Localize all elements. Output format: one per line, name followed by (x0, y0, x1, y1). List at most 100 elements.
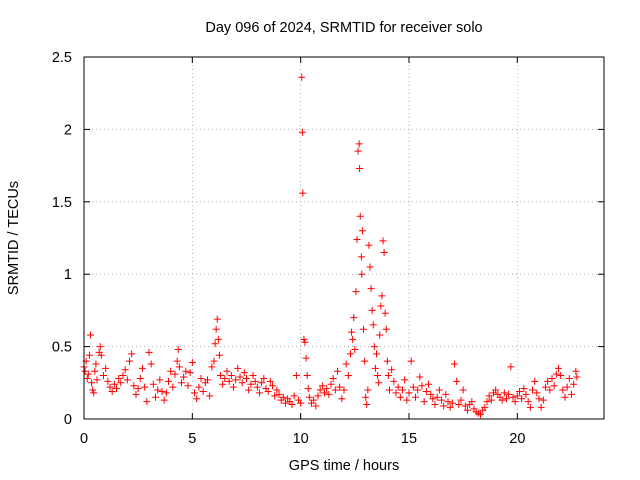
data-point (292, 372, 300, 380)
data-point (102, 364, 110, 372)
data-point (162, 389, 170, 397)
data-point (208, 363, 216, 371)
data-point (97, 351, 105, 359)
data-point (300, 335, 308, 343)
data-point (117, 379, 125, 387)
data-point (382, 325, 390, 333)
data-point (174, 345, 182, 353)
data-point (197, 374, 205, 382)
data-point (427, 390, 435, 398)
data-point (565, 374, 573, 382)
data-point (383, 357, 391, 365)
data-point (236, 373, 244, 381)
y-tick-label: 0 (64, 412, 72, 428)
data-point (561, 393, 569, 401)
data-point (90, 389, 98, 397)
data-point (498, 396, 506, 404)
data-point (412, 393, 419, 401)
data-point (373, 350, 380, 358)
data-point (422, 387, 430, 395)
data-point (568, 390, 575, 398)
data-point (89, 386, 97, 394)
data-point (347, 350, 354, 358)
data-point (152, 393, 159, 401)
data-point (213, 315, 221, 323)
data-point (348, 328, 356, 336)
data-point (182, 367, 190, 375)
data-point (552, 370, 560, 378)
data-point (245, 386, 253, 394)
data-point (136, 374, 144, 382)
data-point (258, 379, 266, 387)
data-point (367, 285, 375, 293)
data-point (88, 379, 96, 387)
data-point (546, 386, 554, 394)
y-tick-label: 2 (64, 122, 72, 138)
data-point (376, 331, 384, 339)
data-point (108, 387, 116, 395)
data-point (169, 383, 177, 391)
data-point (369, 321, 377, 329)
data-point (360, 325, 367, 333)
data-point (507, 363, 515, 371)
axis-ticks: 0 5 10 15 20 0 0.5 1 1.5 2 2.5 (52, 50, 604, 447)
data-point (193, 395, 201, 403)
data-point (119, 372, 127, 380)
data-point (329, 374, 337, 382)
x-tick-label: 15 (401, 431, 417, 447)
data-point (342, 360, 350, 368)
data-point (509, 393, 517, 401)
data-point (524, 398, 532, 406)
data-point (381, 309, 389, 317)
data-point (503, 395, 510, 403)
data-point (93, 376, 101, 384)
data-point (535, 395, 543, 403)
data-point (459, 386, 467, 394)
data-point (143, 398, 151, 406)
data-point (299, 189, 307, 197)
data-point (134, 385, 142, 393)
data-point (310, 396, 318, 404)
data-point (204, 376, 211, 384)
data-point (433, 393, 441, 401)
data-point (350, 314, 358, 322)
data-point (145, 348, 153, 356)
data-point (251, 377, 259, 385)
data-point (526, 403, 534, 411)
data-point (537, 403, 545, 411)
data-point (121, 366, 129, 374)
data-point (188, 359, 196, 367)
data-point (331, 386, 339, 394)
data-point (96, 343, 104, 351)
data-point (442, 390, 450, 398)
data-point (370, 343, 378, 351)
data-point (380, 248, 388, 256)
data-point (416, 373, 424, 381)
x-tick-label: 10 (293, 431, 309, 447)
data-point (206, 392, 214, 400)
data-point (368, 306, 376, 314)
data-point (379, 237, 387, 245)
data-point (302, 354, 310, 362)
data-point (390, 377, 398, 385)
data-point (195, 383, 203, 391)
data-point (361, 357, 369, 365)
data-point (282, 399, 289, 407)
data-point (378, 292, 386, 300)
data-point (429, 395, 437, 403)
data-point (158, 387, 166, 395)
data-point (184, 382, 192, 390)
data-point (227, 372, 235, 380)
data-point (572, 367, 580, 375)
data-point (217, 372, 224, 380)
data-point (92, 360, 100, 368)
data-point (505, 390, 513, 398)
data-point (178, 379, 185, 387)
data-point (453, 377, 461, 385)
data-point (444, 398, 452, 406)
data-point (327, 380, 335, 388)
data-point (477, 411, 484, 419)
data-point (275, 390, 283, 398)
data-point (364, 386, 372, 394)
data-point (356, 212, 364, 220)
